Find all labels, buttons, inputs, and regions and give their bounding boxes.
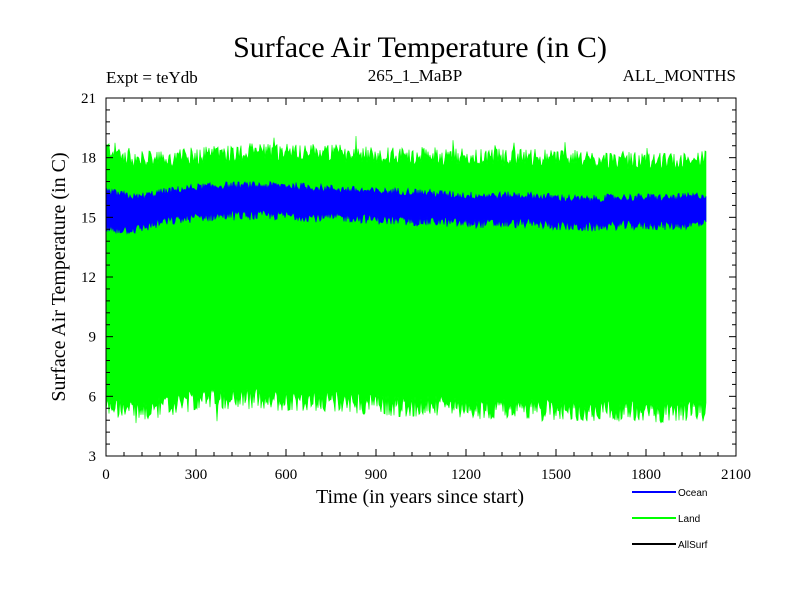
x-tick-label: 900 (365, 467, 388, 483)
subtitle-right: ALL_MONTHS (623, 66, 736, 85)
x-tick-label: 600 (275, 467, 298, 483)
y-tick-label: 15 (81, 210, 96, 226)
series-band-land (105, 135, 707, 424)
chart-title: Surface Air Temperature (in C) (233, 31, 607, 64)
legend-label-land: Land (678, 514, 700, 525)
x-tick-label: 300 (185, 467, 208, 483)
x-axis-label: Time (in years since start) (316, 486, 524, 508)
axes-layer: 0 300 600 900 1200 1500 1800 2100 3 6 9 12 15 18 21 (81, 91, 751, 483)
x-tick-label: 1500 (541, 467, 571, 483)
x-tick-label: 0 (102, 467, 110, 483)
x-tick-label: 1200 (451, 467, 481, 483)
subtitle-left: Expt = teYdb (106, 68, 198, 87)
legend: Ocean Land AllSurf (632, 488, 708, 551)
y-tick-label: 9 (89, 330, 97, 346)
y-tick-label: 18 (81, 151, 96, 167)
y-tick-label: 3 (89, 449, 97, 465)
y-axis-label: Surface Air Temperature (in C) (48, 152, 70, 401)
y-tick-label: 12 (81, 270, 96, 286)
subtitle-center: 265_1_MaBP (368, 66, 462, 85)
legend-label-allsurf: AllSurf (678, 540, 708, 551)
x-tick-label: 2100 (721, 467, 751, 483)
y-tick-label: 21 (81, 91, 96, 107)
data-layer (105, 135, 707, 424)
series-band-ocean (105, 180, 707, 235)
legend-label-ocean: Ocean (678, 488, 707, 499)
x-tick-label: 1800 (631, 467, 661, 483)
y-tick-label: 6 (89, 389, 97, 405)
